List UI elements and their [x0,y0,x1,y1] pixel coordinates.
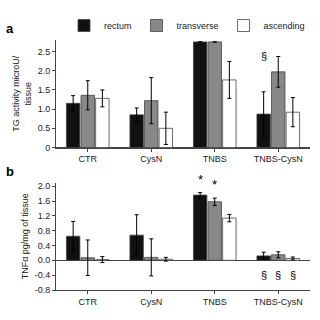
svg-text:0: 0 [45,143,50,153]
svg-text:b: b [6,164,14,179]
svg-text:0.4: 0.4 [38,241,51,251]
svg-text:0.8: 0.8 [38,226,51,236]
svg-text:1.0: 1.0 [38,104,51,114]
svg-text:CTR: CTR [79,297,98,307]
svg-text:1.2: 1.2 [38,211,51,221]
svg-text:§: § [261,50,267,62]
svg-text:TG activity microU/tissue: TG activity microU/tissue [11,55,33,132]
svg-text:2.0: 2.0 [38,66,51,76]
svg-text:*: * [212,177,217,192]
svg-text:TNFα pg/mg of tissue: TNFα pg/mg of tissue [20,193,30,279]
svg-text:0.5: 0.5 [38,123,51,133]
svg-text:*: * [198,172,203,187]
svg-text:TNBS: TNBS [203,154,227,164]
svg-text:TNBS-CysN: TNBS-CysN [254,297,303,307]
svg-text:2.0: 2.0 [38,181,51,191]
svg-text:ascending: ascending [264,21,305,31]
svg-text:CysN: CysN [140,297,162,307]
svg-text:§: § [275,269,281,281]
svg-text:rectum: rectum [104,21,132,31]
svg-text:CysN: CysN [140,154,162,164]
svg-text:TNBS: TNBS [203,297,227,307]
svg-text:1.5: 1.5 [38,85,51,95]
svg-text:CTR: CTR [79,154,98,164]
svg-text:1.6: 1.6 [38,196,51,206]
svg-text:-0.8: -0.8 [35,285,51,295]
svg-text:§: § [261,269,267,281]
svg-text:a: a [6,21,14,36]
svg-text:§: § [290,269,296,281]
svg-text:2.5: 2.5 [38,47,51,57]
svg-text:transverse: transverse [177,21,219,31]
svg-text:0.0: 0.0 [38,255,51,265]
svg-text:TNBS-CysN: TNBS-CysN [254,154,303,164]
svg-text:-0.4: -0.4 [35,270,51,280]
